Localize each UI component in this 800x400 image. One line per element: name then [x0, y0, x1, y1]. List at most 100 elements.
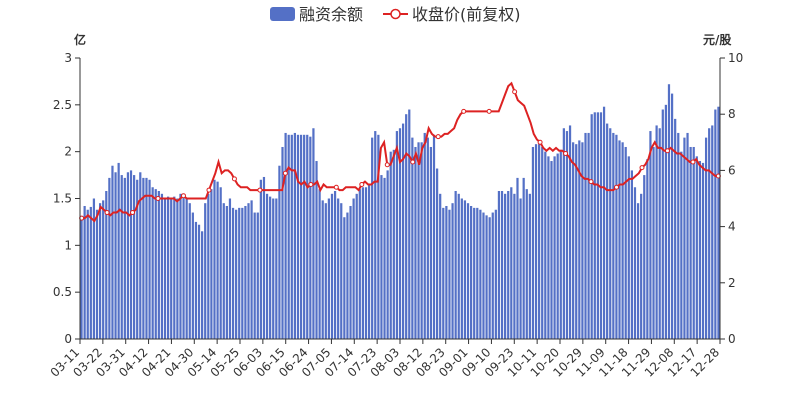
bar-financing-balance	[250, 200, 253, 339]
bar-financing-balance	[324, 203, 327, 339]
bar-financing-balance	[160, 193, 164, 339]
bar-financing-balance	[590, 114, 593, 339]
bar-financing-balance	[262, 176, 266, 339]
bar-financing-balance	[114, 172, 117, 339]
bar-financing-balance	[442, 207, 445, 339]
legend-marker-financing-balance[interactable]	[270, 7, 295, 21]
bar-financing-balance	[460, 198, 463, 339]
bar-financing-balance	[148, 179, 151, 339]
bar-financing-balance	[105, 191, 108, 339]
bar-financing-balance	[488, 217, 491, 339]
bar-financing-balance	[670, 93, 674, 340]
bar-financing-balance	[504, 193, 507, 339]
bar-financing-balance	[142, 177, 145, 339]
bar-financing-balance	[469, 205, 473, 339]
bar-financing-balance	[411, 137, 414, 339]
bar-financing-balance	[528, 193, 531, 339]
close-price-point	[664, 148, 670, 154]
bar-financing-balance	[550, 161, 553, 339]
bar-financing-balance	[541, 146, 544, 339]
close-price-point	[435, 134, 441, 140]
close-price-point	[206, 187, 212, 193]
bar-financing-balance	[318, 189, 321, 339]
bar-financing-balance	[287, 134, 290, 339]
bar-financing-balance	[244, 205, 247, 339]
bar-financing-balance	[284, 132, 287, 339]
bar-financing-balance	[534, 144, 538, 339]
bar-financing-balance	[321, 200, 324, 339]
close-price-point	[461, 108, 467, 114]
bar-financing-balance	[188, 203, 191, 339]
bar-financing-balance	[497, 191, 501, 339]
bar-financing-balance	[278, 165, 281, 339]
bar-financing-balance	[565, 131, 569, 339]
bar-financing-balance	[117, 162, 120, 339]
bar-financing-balance	[680, 151, 683, 339]
bar-financing-balance	[646, 159, 649, 339]
bar-financing-balance	[204, 203, 207, 339]
bar-financing-balance	[151, 187, 154, 339]
bar-financing-balance	[575, 144, 578, 339]
close-price-point	[486, 108, 492, 114]
bar-financing-balance	[89, 206, 92, 339]
bar-financing-balance	[102, 200, 105, 339]
bar-financing-balance	[154, 189, 157, 339]
bar-financing-balance	[667, 84, 671, 339]
bar-financing-balance	[170, 198, 173, 339]
bar-financing-balance	[701, 162, 705, 339]
legend-label-financing-balance[interactable]: 融资余额	[299, 5, 363, 24]
bar-financing-balance	[686, 132, 689, 339]
bar-financing-balance	[426, 137, 429, 339]
bar-financing-balance	[157, 191, 160, 339]
bar-financing-balance	[538, 144, 541, 339]
bar-financing-balance	[380, 175, 383, 339]
bar-financing-balance	[123, 177, 126, 339]
left-tick-label: 2.5	[53, 98, 72, 112]
bar-financing-balance	[309, 136, 312, 339]
bar-financing-balance	[463, 200, 467, 339]
bar-financing-balance	[355, 193, 358, 339]
bar-financing-balance	[636, 203, 640, 339]
bar-financing-balance	[476, 207, 479, 339]
bar-financing-balance	[231, 207, 235, 339]
bar-financing-balance	[485, 215, 488, 339]
bar-financing-balance	[633, 187, 637, 339]
bar-financing-balance	[482, 212, 485, 339]
bar-financing-balance	[531, 146, 535, 339]
legend[interactable]: 融资余额 收盘价(前复权)	[270, 5, 521, 24]
bar-financing-balance	[408, 109, 411, 340]
bar-financing-balance	[615, 134, 618, 339]
bar-financing-balance	[272, 198, 275, 339]
bar-financing-balance	[516, 177, 519, 339]
bar-financing-balance	[708, 128, 711, 339]
legend-marker-circle-close-price[interactable]	[390, 8, 401, 20]
bar-financing-balance	[383, 177, 386, 339]
bar-financing-balance	[367, 184, 371, 339]
bar-financing-balance	[689, 146, 692, 339]
bar-financing-balance	[179, 193, 182, 339]
left-axis-unit: 亿	[74, 32, 86, 47]
bar-financing-balance	[299, 134, 303, 339]
bar-financing-balance	[559, 149, 562, 339]
bar-financing-balance	[136, 179, 139, 339]
bar-financing-balance	[568, 125, 572, 339]
close-price-point	[257, 187, 263, 193]
bar-financing-balance	[247, 203, 250, 339]
bar-financing-balance	[213, 179, 216, 339]
right-axis-unit: 元/股	[703, 32, 732, 47]
bar-series-financing-balance	[80, 84, 720, 340]
bar-financing-balance	[191, 212, 194, 339]
bar-financing-balance	[145, 177, 148, 339]
bar-financing-balance	[210, 189, 213, 339]
left-tick-label: 1.5	[53, 192, 72, 206]
bar-financing-balance	[704, 137, 708, 339]
bar-financing-balance	[343, 217, 346, 339]
bar-financing-balance	[275, 198, 278, 339]
close-price-point	[333, 184, 339, 190]
bar-financing-balance	[429, 146, 433, 339]
bar-financing-balance	[454, 191, 457, 339]
bar-financing-balance	[327, 198, 331, 339]
legend-label-close-price[interactable]: 收盘价(前复权)	[412, 5, 521, 24]
bar-financing-balance	[510, 187, 513, 339]
bar-financing-balance	[340, 203, 343, 339]
